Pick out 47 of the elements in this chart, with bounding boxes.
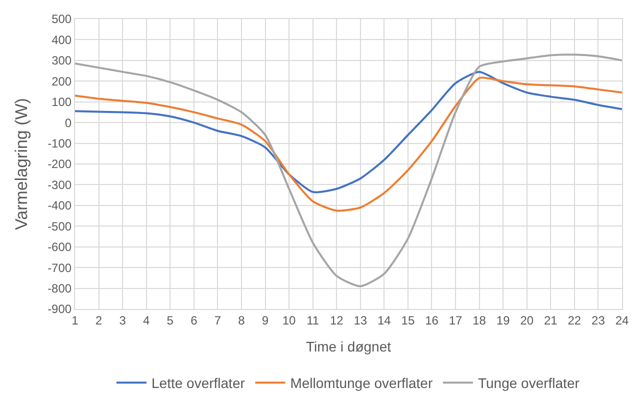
legend-label: Mellomtunge overflater	[290, 375, 433, 392]
x-tick-label: 18	[472, 313, 486, 328]
legend-label: Lette overflater	[152, 375, 246, 392]
x-tick-label: 13	[354, 313, 368, 328]
y-tick-label: -900	[48, 302, 72, 316]
y-tick-label: -700	[48, 260, 72, 275]
y-tick-label: 400	[52, 32, 72, 47]
x-tick-label: 14	[377, 313, 392, 328]
x-tick-label: 3	[119, 313, 126, 328]
x-tick-label: 10	[282, 313, 296, 328]
y-tick-label: -200	[48, 157, 72, 172]
y-tick-label: -800	[48, 281, 72, 296]
x-axis-title: Time i døgnet	[306, 338, 392, 355]
x-tick-label: 20	[520, 313, 534, 328]
x-tick-label: 9	[262, 313, 269, 328]
x-tick-label: 1	[72, 313, 79, 328]
x-tick-label: 24	[615, 313, 629, 328]
y-tick-label: 200	[52, 74, 72, 88]
y-tick-label: 100	[52, 95, 72, 110]
x-tick-label: 15	[401, 313, 415, 328]
y-tick-label: -300	[48, 178, 72, 192]
y-tick-label: -600	[48, 240, 72, 254]
y-tick-label: 0	[64, 116, 72, 130]
x-tick-label: 8	[238, 313, 246, 328]
y-tick-label: 500	[52, 12, 72, 26]
x-tick-label: 17	[448, 313, 463, 328]
x-tick-label: 16	[425, 313, 439, 328]
x-tick-label: 5	[166, 313, 174, 328]
x-tick-label: 21	[544, 313, 558, 328]
x-tick-label: 6	[190, 313, 198, 328]
x-tick-label: 22	[568, 313, 582, 328]
x-tick-label: 19	[496, 313, 510, 328]
x-tick-label: 4	[143, 313, 150, 328]
x-tick-label: 12	[330, 313, 344, 328]
line-series	[75, 76, 622, 212]
x-tick-label: 23	[592, 313, 606, 328]
y-tick-label: -400	[48, 198, 72, 213]
x-tick-label: 11	[306, 313, 320, 328]
x-tick-label: 2	[95, 313, 102, 328]
line-series	[75, 54, 622, 288]
x-tick-label: 7	[214, 313, 222, 328]
y-tick-label: -500	[48, 219, 72, 234]
line-series	[75, 70, 622, 193]
y-tick-label: 300	[52, 54, 72, 68]
legend-label: Tunge overflater	[478, 375, 580, 392]
y-tick-label: -100	[48, 136, 72, 150]
y-axis-title: Varmelagring (W)	[12, 98, 32, 230]
